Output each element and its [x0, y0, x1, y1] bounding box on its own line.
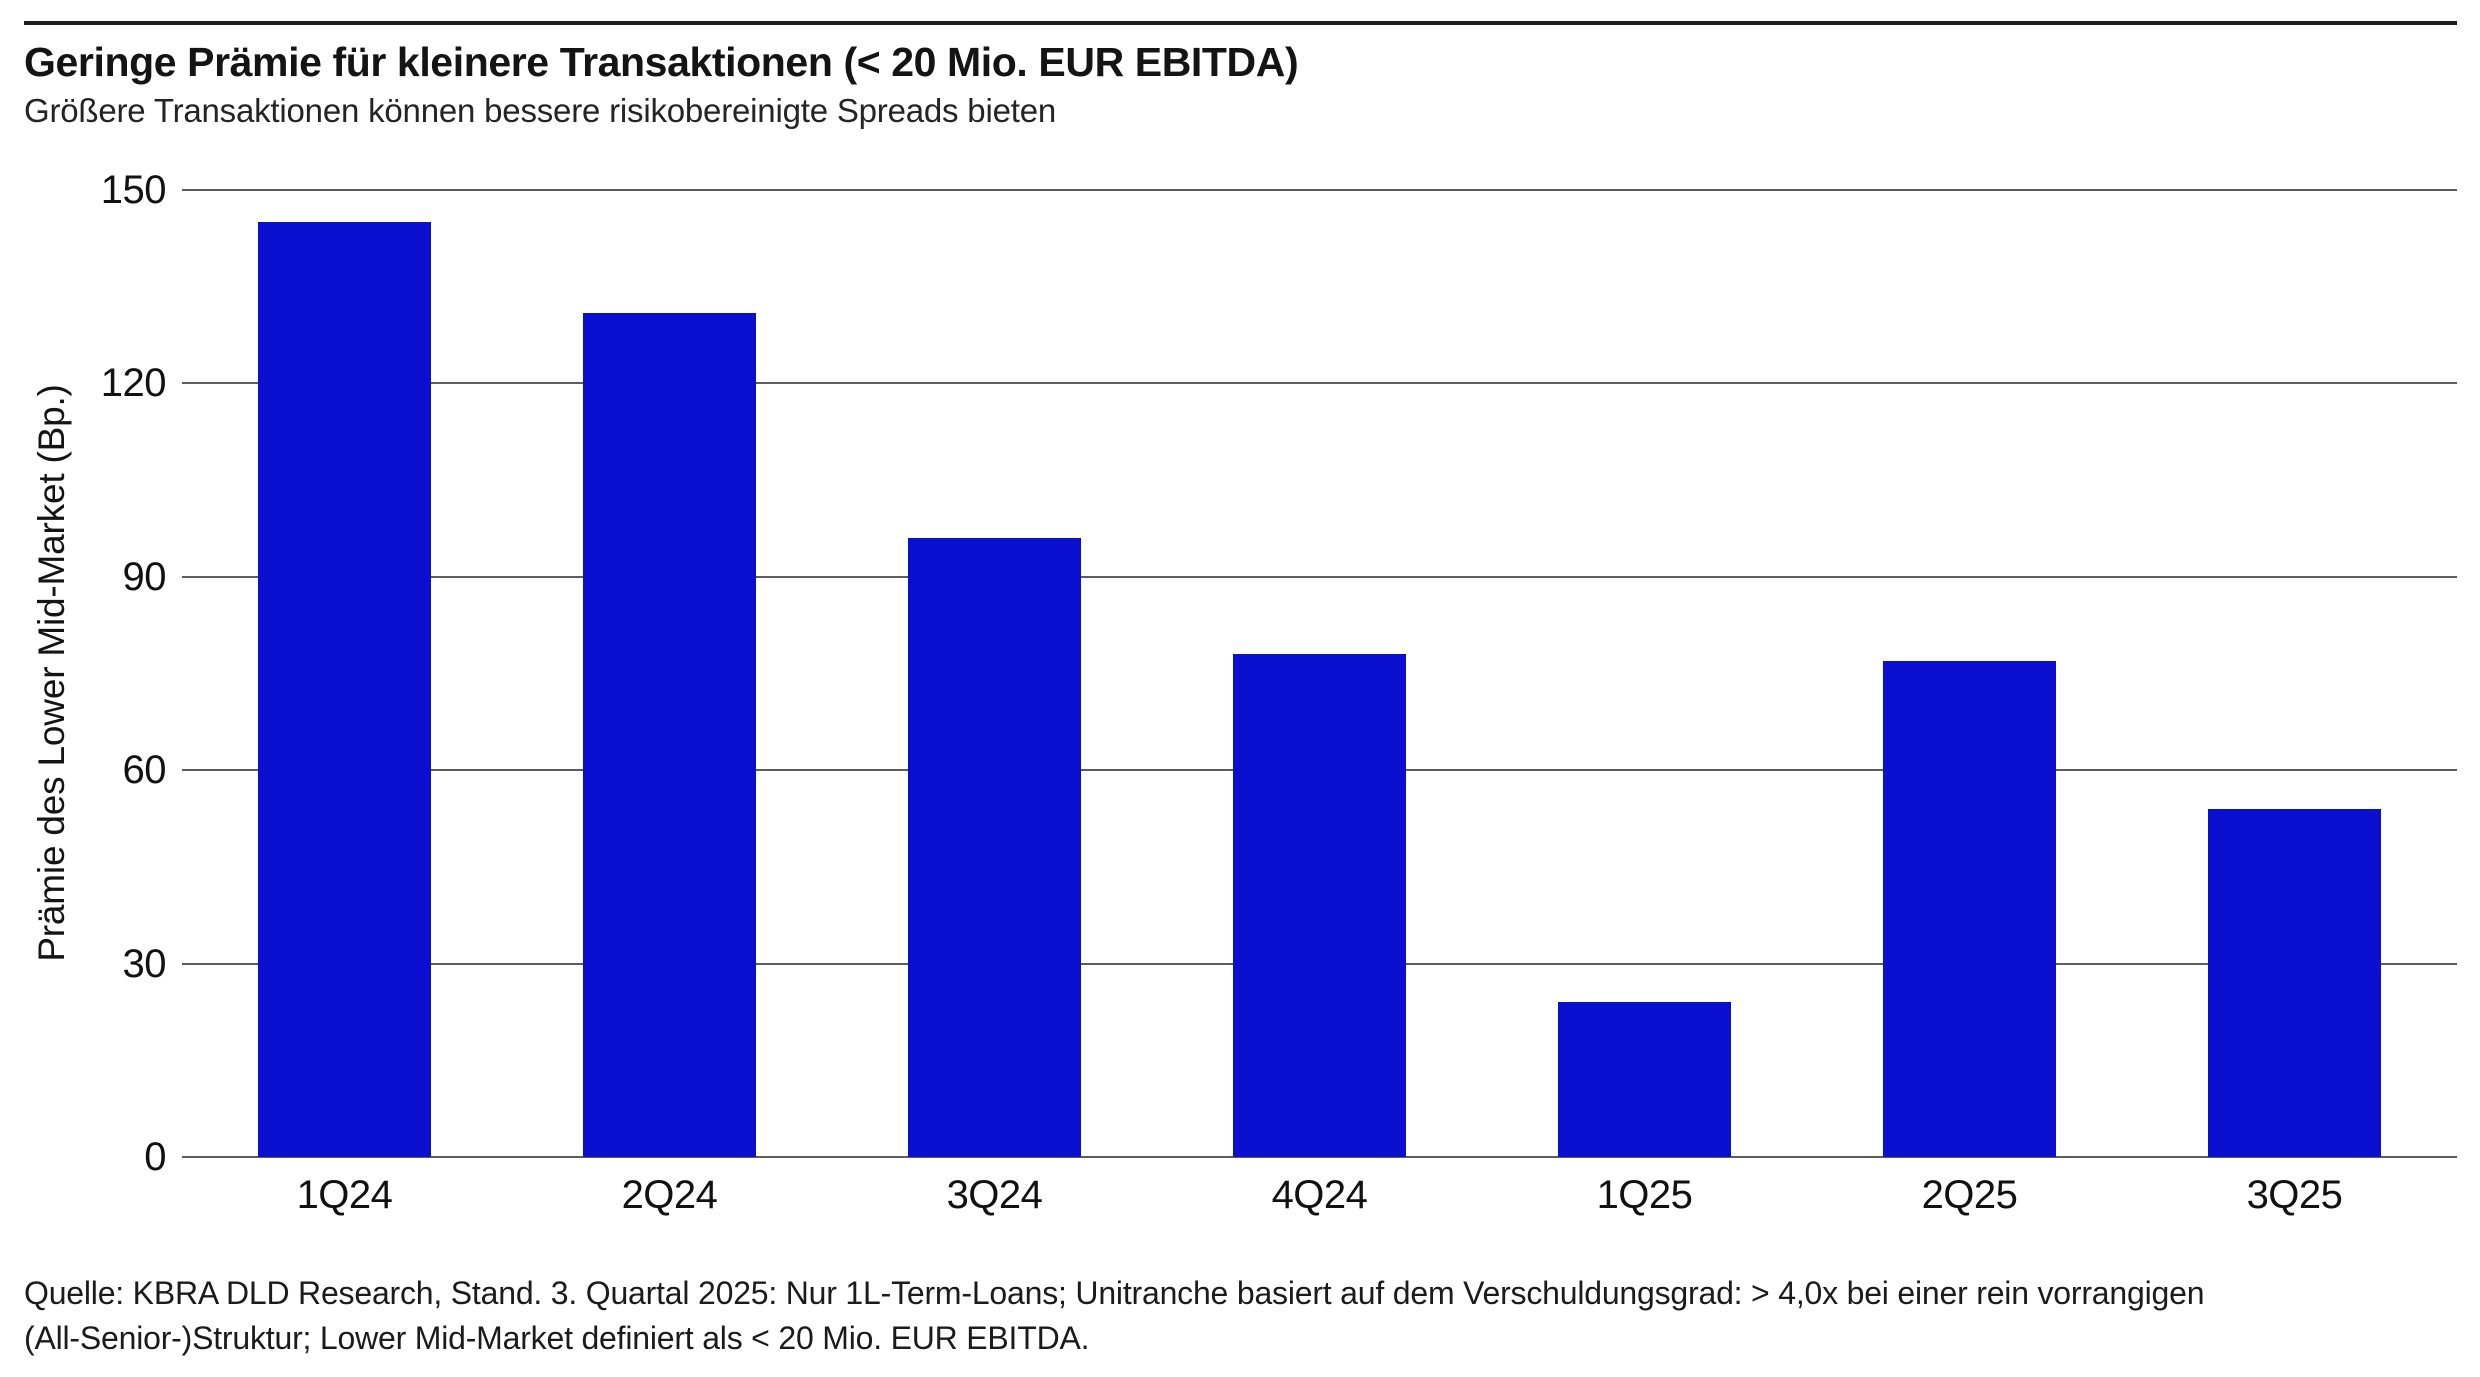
bar-3q25 [2208, 808, 2381, 1157]
gridline-120 [182, 382, 2457, 385]
y-tick-label-0: 0 [144, 1135, 166, 1179]
x-tick-label-3q25: 3Q25 [2246, 1173, 2343, 1217]
x-axis-labels-row: 1Q24 2Q24 3Q24 4Q24 1Q25 2Q25 3Q25 [182, 1173, 2457, 1218]
bar-slot-3q24 [832, 190, 1157, 1157]
source-note-line-2: (All-Senior-)Struktur; Lower Mid-Market … [24, 1320, 1090, 1356]
y-tick-label-60: 60 [122, 748, 167, 793]
y-tick-label-120: 120 [100, 361, 167, 406]
bar-2q24 [583, 312, 756, 1157]
x-tick-label-4q24: 4Q24 [1271, 1173, 1368, 1217]
bar-4q24 [1233, 654, 1406, 1157]
top-divider-rule [24, 21, 2457, 25]
bar-1q25 [1558, 1002, 1731, 1157]
x-tick-label-2q24: 2Q24 [621, 1173, 718, 1217]
bar-slot-1q24 [182, 190, 507, 1157]
chart-title: Geringe Prämie für kleinere Transaktione… [24, 39, 1299, 85]
x-tick-label-2q25: 2Q25 [1921, 1173, 2018, 1217]
x-tick-label-1q25: 1Q25 [1596, 1173, 1693, 1217]
source-note-line-1: Quelle: KBRA DLD Research, Stand. 3. Qua… [24, 1275, 2205, 1311]
y-axis-title: Prämie des Lower Mid-Market (Bp.) [31, 384, 72, 962]
bar-slot-4q24 [1157, 190, 1482, 1157]
bar-3q24 [908, 538, 1081, 1157]
bar-slot-1q25 [1482, 190, 1807, 1157]
y-tick-label-30: 30 [122, 941, 167, 986]
bar-2q25 [1883, 660, 2056, 1157]
chart-subtitle: Größere Transaktionen können bessere ris… [24, 92, 1057, 129]
bars-row [182, 190, 2457, 1157]
bar-slot-3q25 [2132, 190, 2457, 1157]
y-tick-label-150: 150 [100, 168, 167, 212]
bar-slot-2q25 [1807, 190, 2132, 1157]
gridline-90 [182, 575, 2457, 578]
x-tick-label-1q24: 1Q24 [296, 1173, 393, 1217]
x-tick-label-3q24: 3Q24 [946, 1173, 1043, 1217]
source-note: Quelle: KBRA DLD Research, Stand. 3. Qua… [24, 1271, 2456, 1361]
y-tick-label-90: 90 [122, 554, 167, 599]
gridline-150 [182, 189, 2457, 191]
bar-slot-2q24 [507, 190, 832, 1157]
gridline-0 [182, 1156, 2457, 1158]
bar-1q24 [258, 222, 431, 1157]
plot-area: 1Q24 2Q24 3Q24 4Q24 1Q25 2Q25 3Q25 0 30 60 90 120 1… [101, 168, 2457, 1217]
